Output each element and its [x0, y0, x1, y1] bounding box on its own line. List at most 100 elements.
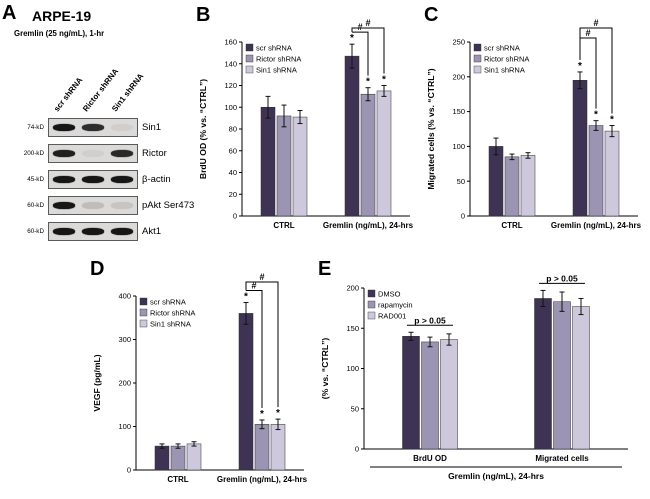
legend-swatch: [367, 311, 376, 320]
protein-band: [111, 202, 134, 209]
significance-star: *: [382, 75, 386, 86]
y-tick-label: 100: [118, 422, 131, 431]
y-tick-label: 100: [224, 103, 237, 112]
protein-band: [82, 176, 104, 183]
significance-star: *: [610, 115, 614, 126]
cell-line-title: ARPE-19: [32, 8, 92, 24]
bracket-label: #: [593, 18, 598, 28]
significance-star: *: [578, 61, 582, 72]
bar: [421, 341, 439, 450]
legend-swatch: [367, 289, 376, 298]
blot-row: 45-kD β-actin: [2, 170, 198, 189]
bracket-label: #: [259, 272, 264, 282]
protein-band: [82, 150, 104, 157]
category-label: Gremlin (ng/mL), 24-hrs: [217, 475, 308, 484]
y-tick-label: 0: [233, 212, 237, 221]
bar: [170, 445, 186, 471]
y-tick-label: 40: [229, 168, 237, 177]
x-axis-label: Gremlin (ng/mL), 24-hrs: [448, 471, 544, 481]
bracket-label: #: [251, 281, 256, 291]
blot-box: [48, 196, 138, 215]
molecular-weight-label: 74-kD: [27, 124, 44, 131]
y-tick-label: 150: [452, 107, 465, 116]
protein-band: [82, 202, 104, 209]
legend-label: scr shRNA: [484, 44, 520, 53]
protein-band: [52, 124, 75, 131]
protein-band: [82, 228, 104, 235]
panel-e-inhibitor-chart: E 0 50 100 150 200 (% vs. “CTRL”) BrdU OD Migra…: [318, 258, 648, 498]
panel-letter-d: D: [90, 258, 105, 280]
protein-band: [111, 124, 134, 131]
protein-band: [52, 150, 75, 157]
y-tick-label: 200: [346, 284, 359, 293]
protein-band: [82, 124, 104, 131]
panel-c-migration-chart: C 0 50 100 150 200 250 Migrated cells (% vs. “…: [424, 4, 650, 250]
bar: [402, 336, 420, 450]
bracket-label: #: [585, 28, 590, 38]
molecular-weight-label: 200-kD: [23, 150, 44, 157]
panel-letter-b: B: [196, 4, 211, 26]
protein-label: Rictor: [142, 148, 167, 159]
bar: [504, 156, 520, 217]
legend-label: RAD001: [378, 312, 406, 321]
protein-label: β-actin: [142, 174, 171, 185]
protein-band: [52, 228, 75, 235]
y-tick-label: 20: [229, 190, 237, 199]
molecular-weight-label: 60-kD: [27, 228, 44, 235]
category-label: CTRL: [273, 221, 294, 230]
protein-label: pAkt Ser473: [142, 200, 195, 211]
bar: [440, 339, 458, 450]
treatment-subtitle: Gremlin (25 ng/mL), 1-hr: [14, 29, 105, 38]
significance-bracket: [579, 27, 613, 114]
legend-label: Sin1 shRNA: [150, 320, 191, 329]
y-tick-label: 100: [346, 364, 359, 373]
inhibitor-bar-chart: 0 50 100 150 200 (% vs. “CTRL”) BrdU OD Migrate…: [318, 258, 648, 496]
panel-b-brdu-chart: B 0 20 40 60 80 100 120 140 160 BrdU OD (% vs. “C…: [196, 4, 424, 250]
blot-row: 74-kD Sin1: [2, 118, 198, 137]
bar: [292, 116, 308, 217]
bar: [534, 298, 552, 450]
blot-box: [48, 170, 138, 189]
protein-label: Akt1: [142, 226, 162, 237]
legend-swatch: [139, 297, 148, 306]
y-tick-label: 50: [457, 177, 465, 186]
molecular-weight-label: 60-kD: [27, 202, 44, 209]
legend-label: scr shRNA: [150, 298, 186, 307]
category-label: Gremlin (ng/mL), 24-hrs: [551, 221, 642, 230]
y-tick-label: 80: [229, 125, 237, 134]
protein-band: [111, 228, 134, 235]
y-axis-label: BrdU OD (% vs. “CTRL”): [198, 79, 208, 179]
y-tick-label: 0: [461, 212, 465, 221]
molecular-weight-label: 45-kD: [27, 176, 44, 183]
bar: [260, 107, 276, 217]
blot-box: [48, 118, 138, 137]
bracket-label: #: [365, 18, 370, 28]
significance-star: *: [366, 77, 370, 88]
legend-label: Rictor shRNA: [256, 55, 301, 64]
chart-svg-B: 0 20 40 60 80 100 120 140 160 BrdU OD (% vs. “CTR…: [198, 18, 414, 230]
panel-letter-c: C: [424, 4, 439, 26]
legend-swatch: [139, 319, 148, 328]
legend-swatch: [139, 308, 148, 317]
protein-band: [52, 202, 75, 209]
vegf-bar-chart: 0 100 200 300 400 VEGF (pg/mL) CTRL * * * Gremlin …: [90, 258, 316, 496]
significance-bracket: [245, 281, 279, 408]
legend-swatch: [367, 300, 376, 309]
y-tick-label: 150: [346, 324, 359, 333]
chart-svg-E: 0 50 100 150 200 (% vs. “CTRL”) BrdU OD Migrate…: [320, 273, 628, 481]
legend-label: Sin1 shRNA: [484, 66, 525, 75]
legend-label: scr shRNA: [256, 44, 292, 53]
legend-swatch: [245, 43, 254, 52]
protein-band: [52, 176, 75, 183]
category-label: CTRL: [167, 475, 188, 484]
significance-star: *: [594, 110, 598, 121]
y-tick-label: 160: [224, 38, 237, 47]
category-label: CTRL: [501, 221, 522, 230]
legend-label: DMSO: [378, 290, 401, 299]
y-tick-label: 100: [452, 142, 465, 151]
y-axis-label: Migrated cells (% vs. “CTRL”): [426, 68, 436, 189]
brdu-bar-chart: 0 20 40 60 80 100 120 140 160 BrdU OD (% vs. “CTR…: [196, 4, 424, 242]
significance-star: *: [244, 292, 248, 303]
bar: [270, 424, 286, 471]
bar: [344, 55, 360, 217]
